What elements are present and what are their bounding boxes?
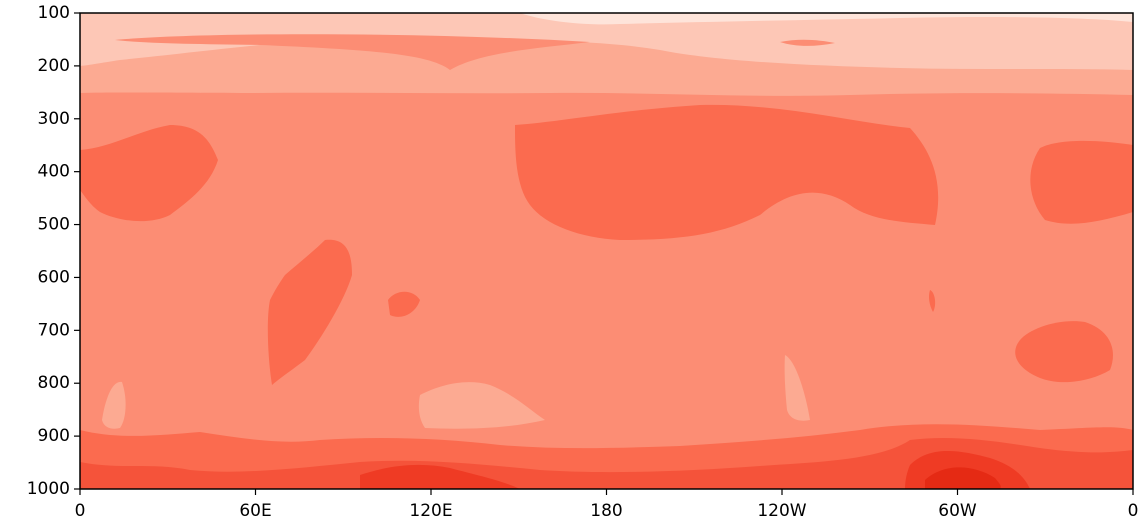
contour-field <box>80 13 1133 489</box>
contour-region <box>80 125 218 222</box>
contour-region <box>267 239 352 385</box>
contour-region <box>515 104 939 240</box>
y-tick-label: 600 <box>38 267 70 287</box>
x-tick-label: 120E <box>409 501 452 521</box>
contour-region <box>115 34 590 70</box>
x-tick-label: 60W <box>938 501 977 521</box>
contour-region <box>102 381 126 429</box>
y-tick-label: 800 <box>38 373 70 393</box>
x-tick-label: 60E <box>239 501 271 521</box>
y-tick-label: 700 <box>38 320 70 340</box>
contour-region <box>80 13 1133 70</box>
x-tick-label: 0 <box>1128 501 1139 521</box>
contour-region <box>780 39 835 46</box>
contour-region <box>929 290 936 312</box>
contour-region <box>418 382 545 429</box>
x-tick-label: 120W <box>757 501 806 521</box>
y-tick-label: 900 <box>38 426 70 446</box>
y-tick-label: 300 <box>38 109 70 129</box>
contour-region <box>1015 321 1113 383</box>
contour-region <box>80 437 1133 489</box>
contour-region <box>784 355 810 421</box>
x-tick-label: 0 <box>75 501 86 521</box>
contour-region <box>360 464 520 489</box>
y-tick-label: 100 <box>38 3 70 23</box>
contour-region <box>388 291 420 317</box>
y-tick-label: 200 <box>38 56 70 76</box>
y-tick-label: 500 <box>38 215 70 235</box>
y-tick-label: 1000 <box>27 479 70 499</box>
contour-region <box>520 13 1133 25</box>
contour-region <box>1030 140 1133 224</box>
contour-region <box>925 467 1001 489</box>
y-tick-label: 400 <box>38 162 70 182</box>
x-tick-label: 180 <box>590 501 622 521</box>
